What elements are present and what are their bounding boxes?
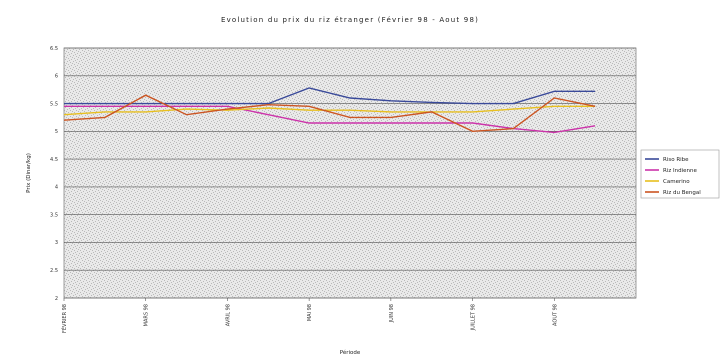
y-tick-label: 2.5	[50, 268, 58, 274]
legend-label: Camerino	[663, 179, 690, 185]
series-line	[63, 94, 596, 133]
chart-title: Evolution du prix du riz étranger (Févri…	[221, 16, 479, 24]
x-tick-label: AOUT 98	[552, 304, 558, 326]
y-tick-label: 5.5	[50, 101, 58, 107]
legend-label: Riz du Bengal	[663, 190, 701, 196]
y-tick-label: 4.5	[50, 157, 58, 163]
series-line	[63, 105, 596, 116]
x-tick-label: AVRIL 98	[225, 304, 231, 326]
y-tick-label: 5	[55, 129, 58, 135]
legend-box	[640, 149, 720, 199]
x-tick-label: MAI 98	[307, 304, 313, 321]
y-tick-label: 6.5	[50, 46, 58, 52]
plot-area	[63, 47, 637, 299]
y-tick-label: 3.5	[50, 212, 58, 218]
y-axis-label: Prix (Dinar/kg)	[26, 153, 32, 193]
x-tick-label: MARS 98	[144, 304, 150, 326]
series-line	[64, 87, 596, 105]
legend-label: Riso Ribe	[663, 157, 689, 163]
legend-label: Riz Indienne	[663, 168, 697, 174]
x-tick-label: JUILLET 98	[471, 304, 477, 331]
x-tick-label: FÉVRIER 98	[60, 304, 68, 333]
series-line	[64, 105, 596, 134]
y-tick-label: 2	[55, 296, 58, 302]
x-axis-label: Période	[340, 349, 361, 356]
x-tick-label: JUIN 98	[389, 304, 395, 323]
y-tick-label: 3	[55, 240, 58, 246]
y-tick-label: 6	[55, 74, 58, 80]
y-tick-label: 4	[55, 185, 58, 191]
